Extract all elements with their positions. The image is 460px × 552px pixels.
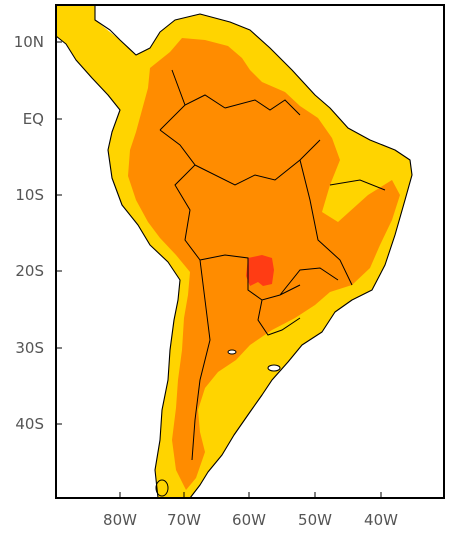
x-tick-label: 50W: [298, 511, 332, 529]
y-tick-label: 10N: [14, 33, 44, 51]
y-tick-label: 40S: [15, 415, 44, 433]
x-tick-label: 60W: [232, 511, 266, 529]
x-tick-label: 80W: [103, 511, 137, 529]
y-ticks: [56, 41, 62, 425]
x-ticks: [119, 492, 382, 498]
y-tick-label: 20S: [15, 262, 44, 280]
x-tick-label: 70W: [167, 511, 201, 529]
national-borders: [159, 69, 386, 461]
land-red: [246, 255, 274, 286]
island: [155, 479, 169, 497]
y-tick-label: 30S: [15, 339, 44, 357]
x-tick-label: 40W: [364, 511, 398, 529]
island: [267, 364, 281, 372]
map-frame: [55, 4, 445, 499]
coastline: [55, 5, 413, 499]
y-tick-label: EQ: [23, 110, 44, 128]
y-tick-label: 10S: [15, 186, 44, 204]
island: [227, 349, 237, 355]
